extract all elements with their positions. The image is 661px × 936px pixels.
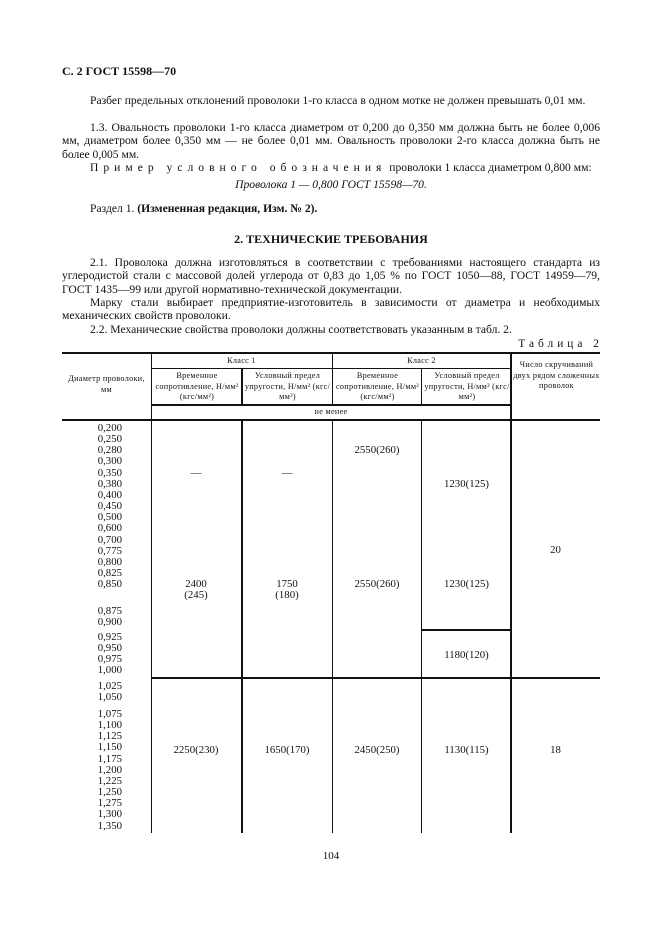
cell-c2-strength: 2450(250) <box>354 744 400 756</box>
diameter-value: 1,250 <box>97 786 122 799</box>
diameter-value: 1,175 <box>97 752 122 765</box>
diameter-value: 0,380 <box>97 477 122 490</box>
paragraph: Раздел 1. (Измененная редакция, Изм. № 2… <box>62 202 600 215</box>
value-kgs: (245) <box>184 589 208 602</box>
diameter-value: 0,950 <box>97 642 122 655</box>
designation-example: Проволока 1 — 0,800 ГОСТ 15598—70. <box>235 178 427 191</box>
diameter-value: 0,875 <box>97 605 122 617</box>
diameter-value: 0,800 <box>97 555 122 568</box>
spaced-text: Пример условного обозначения <box>90 161 387 174</box>
diameter-value: 0,250 <box>97 433 122 446</box>
col-header-c1-yield: Условный предел упругости, Н/мм² (кгс/мм… <box>244 371 331 401</box>
text: проволоки 1 класса диаметром 0,800 мм: <box>386 161 592 174</box>
diameter-value: 1,075 <box>97 708 122 720</box>
diameter-value: 1,025 <box>97 680 122 692</box>
paragraph: 2.2. Механические свойства проволоки дол… <box>90 323 512 336</box>
cell-twists: 20 <box>550 544 561 556</box>
diameter-value: 0,500 <box>97 511 122 524</box>
diameter-value: 1,275 <box>97 797 122 810</box>
diameter-value: 0,900 <box>97 616 122 629</box>
diameter-value: 0,450 <box>97 500 122 513</box>
table-caption: Таблица 2 <box>518 338 603 350</box>
page-number: 104 <box>322 850 340 862</box>
diameter-value: 0,400 <box>97 488 122 501</box>
diameter-value: 1,300 <box>97 808 122 821</box>
cell-c2-yield: 1130(115) <box>444 744 489 756</box>
cell-c1-yield: — <box>281 467 293 479</box>
paragraph: 1.3. Овальность проволоки 1-го класса ди… <box>62 121 600 161</box>
text: Раздел 1. <box>90 202 138 215</box>
diameter-list: 1,075 1,100 1,125 1,150 1,175 1,200 1,225 1,250… <box>62 708 122 832</box>
diameter-value: 0,300 <box>97 455 122 468</box>
section-title: 2. ТЕХНИЧЕСКИЕ ТРЕБОВАНИЯ <box>234 232 428 246</box>
diameter-list: 0,875 0,900 <box>62 605 122 629</box>
bold-text: (Измененная редакция, Изм. № 2). <box>137 202 318 215</box>
diameter-value: 0,350 <box>97 466 122 479</box>
page-header: С. 2 ГОСТ 15598—70 <box>62 64 177 78</box>
paragraph: Марку стали выбирает предприятие-изготов… <box>62 296 600 323</box>
min-note: не менее <box>314 407 348 416</box>
diameter-value: 1,200 <box>97 763 122 776</box>
diameter-value: 0,700 <box>97 533 122 546</box>
value: 2400 <box>185 578 207 590</box>
diameter-value: 1,100 <box>97 719 122 732</box>
value-kgs: (180) <box>275 589 299 602</box>
diameter-value: 1,350 <box>97 819 122 832</box>
cell-c1-strength: 2400 (245) <box>151 578 241 602</box>
col-header-class1: Класс 1 <box>227 356 256 365</box>
diameter-value: 0,775 <box>97 544 122 557</box>
cell-c2-strength: 2550(260) <box>354 444 400 456</box>
cell-c2-strength: 2550(260) <box>354 578 400 590</box>
col-header-c2-strength: Временное сопротивление, Н/мм² (кгс/мм²) <box>335 371 420 401</box>
diameter-value: 1,150 <box>97 741 122 754</box>
col-header-c2-yield: Условный предел упругости, Н/мм² (кгс/мм… <box>424 371 510 401</box>
paragraph: Пример условного обозначения проволоки 1… <box>62 161 600 174</box>
diameter-value: 1,000 <box>97 664 122 677</box>
diameter-list: 1,025 1,050 <box>62 680 122 704</box>
cell-c1-yield: 1650(170) <box>264 744 310 756</box>
diameter-value: 0,600 <box>97 522 122 535</box>
paragraph: Разбег предельных отклонений проволоки 1… <box>90 94 586 107</box>
cell-c1-yield: 1750 (180) <box>242 578 332 602</box>
diameter-list: 0,200 0,250 0,280 0,300 0,350 0,380 0,400 0,450… <box>62 422 122 591</box>
col-header-c1-strength: Временное сопротивление, Н/мм² (кгс/мм²) <box>155 371 239 401</box>
paragraph: 2.1. Проволока должна изготовляться в со… <box>62 256 600 296</box>
diameter-list: 0,925 0,950 0,975 1,000 <box>62 631 122 677</box>
diameter-value: 0,925 <box>97 631 122 643</box>
col-header-class2: Класс 2 <box>407 356 436 365</box>
diameter-value: 1,225 <box>97 774 122 787</box>
diameter-value: 1,050 <box>97 691 122 704</box>
col-header-twists: Число скручиваний двух рядом сложенных п… <box>513 360 600 390</box>
value: 1750 <box>276 578 298 590</box>
diameter-value: 0,975 <box>97 653 122 666</box>
diameter-value: 0,280 <box>97 444 122 457</box>
cell-c1-strength: — <box>190 467 202 479</box>
cell-c1-strength: 2250(230) <box>173 744 219 756</box>
diameter-value: 1,125 <box>97 730 122 743</box>
diameter-value: 0,200 <box>97 422 122 434</box>
cell-c2-yield: 1230(125) <box>444 578 489 590</box>
cell-twists: 18 <box>550 744 561 756</box>
col-header-diameter: Диаметр проволоки, мм <box>68 374 145 394</box>
diameter-value: 0,825 <box>97 567 122 580</box>
cell-c2-yield: 1180(120) <box>444 649 489 661</box>
cell-c2-yield: 1230(125) <box>444 478 489 490</box>
diameter-value: 0,850 <box>97 578 122 591</box>
